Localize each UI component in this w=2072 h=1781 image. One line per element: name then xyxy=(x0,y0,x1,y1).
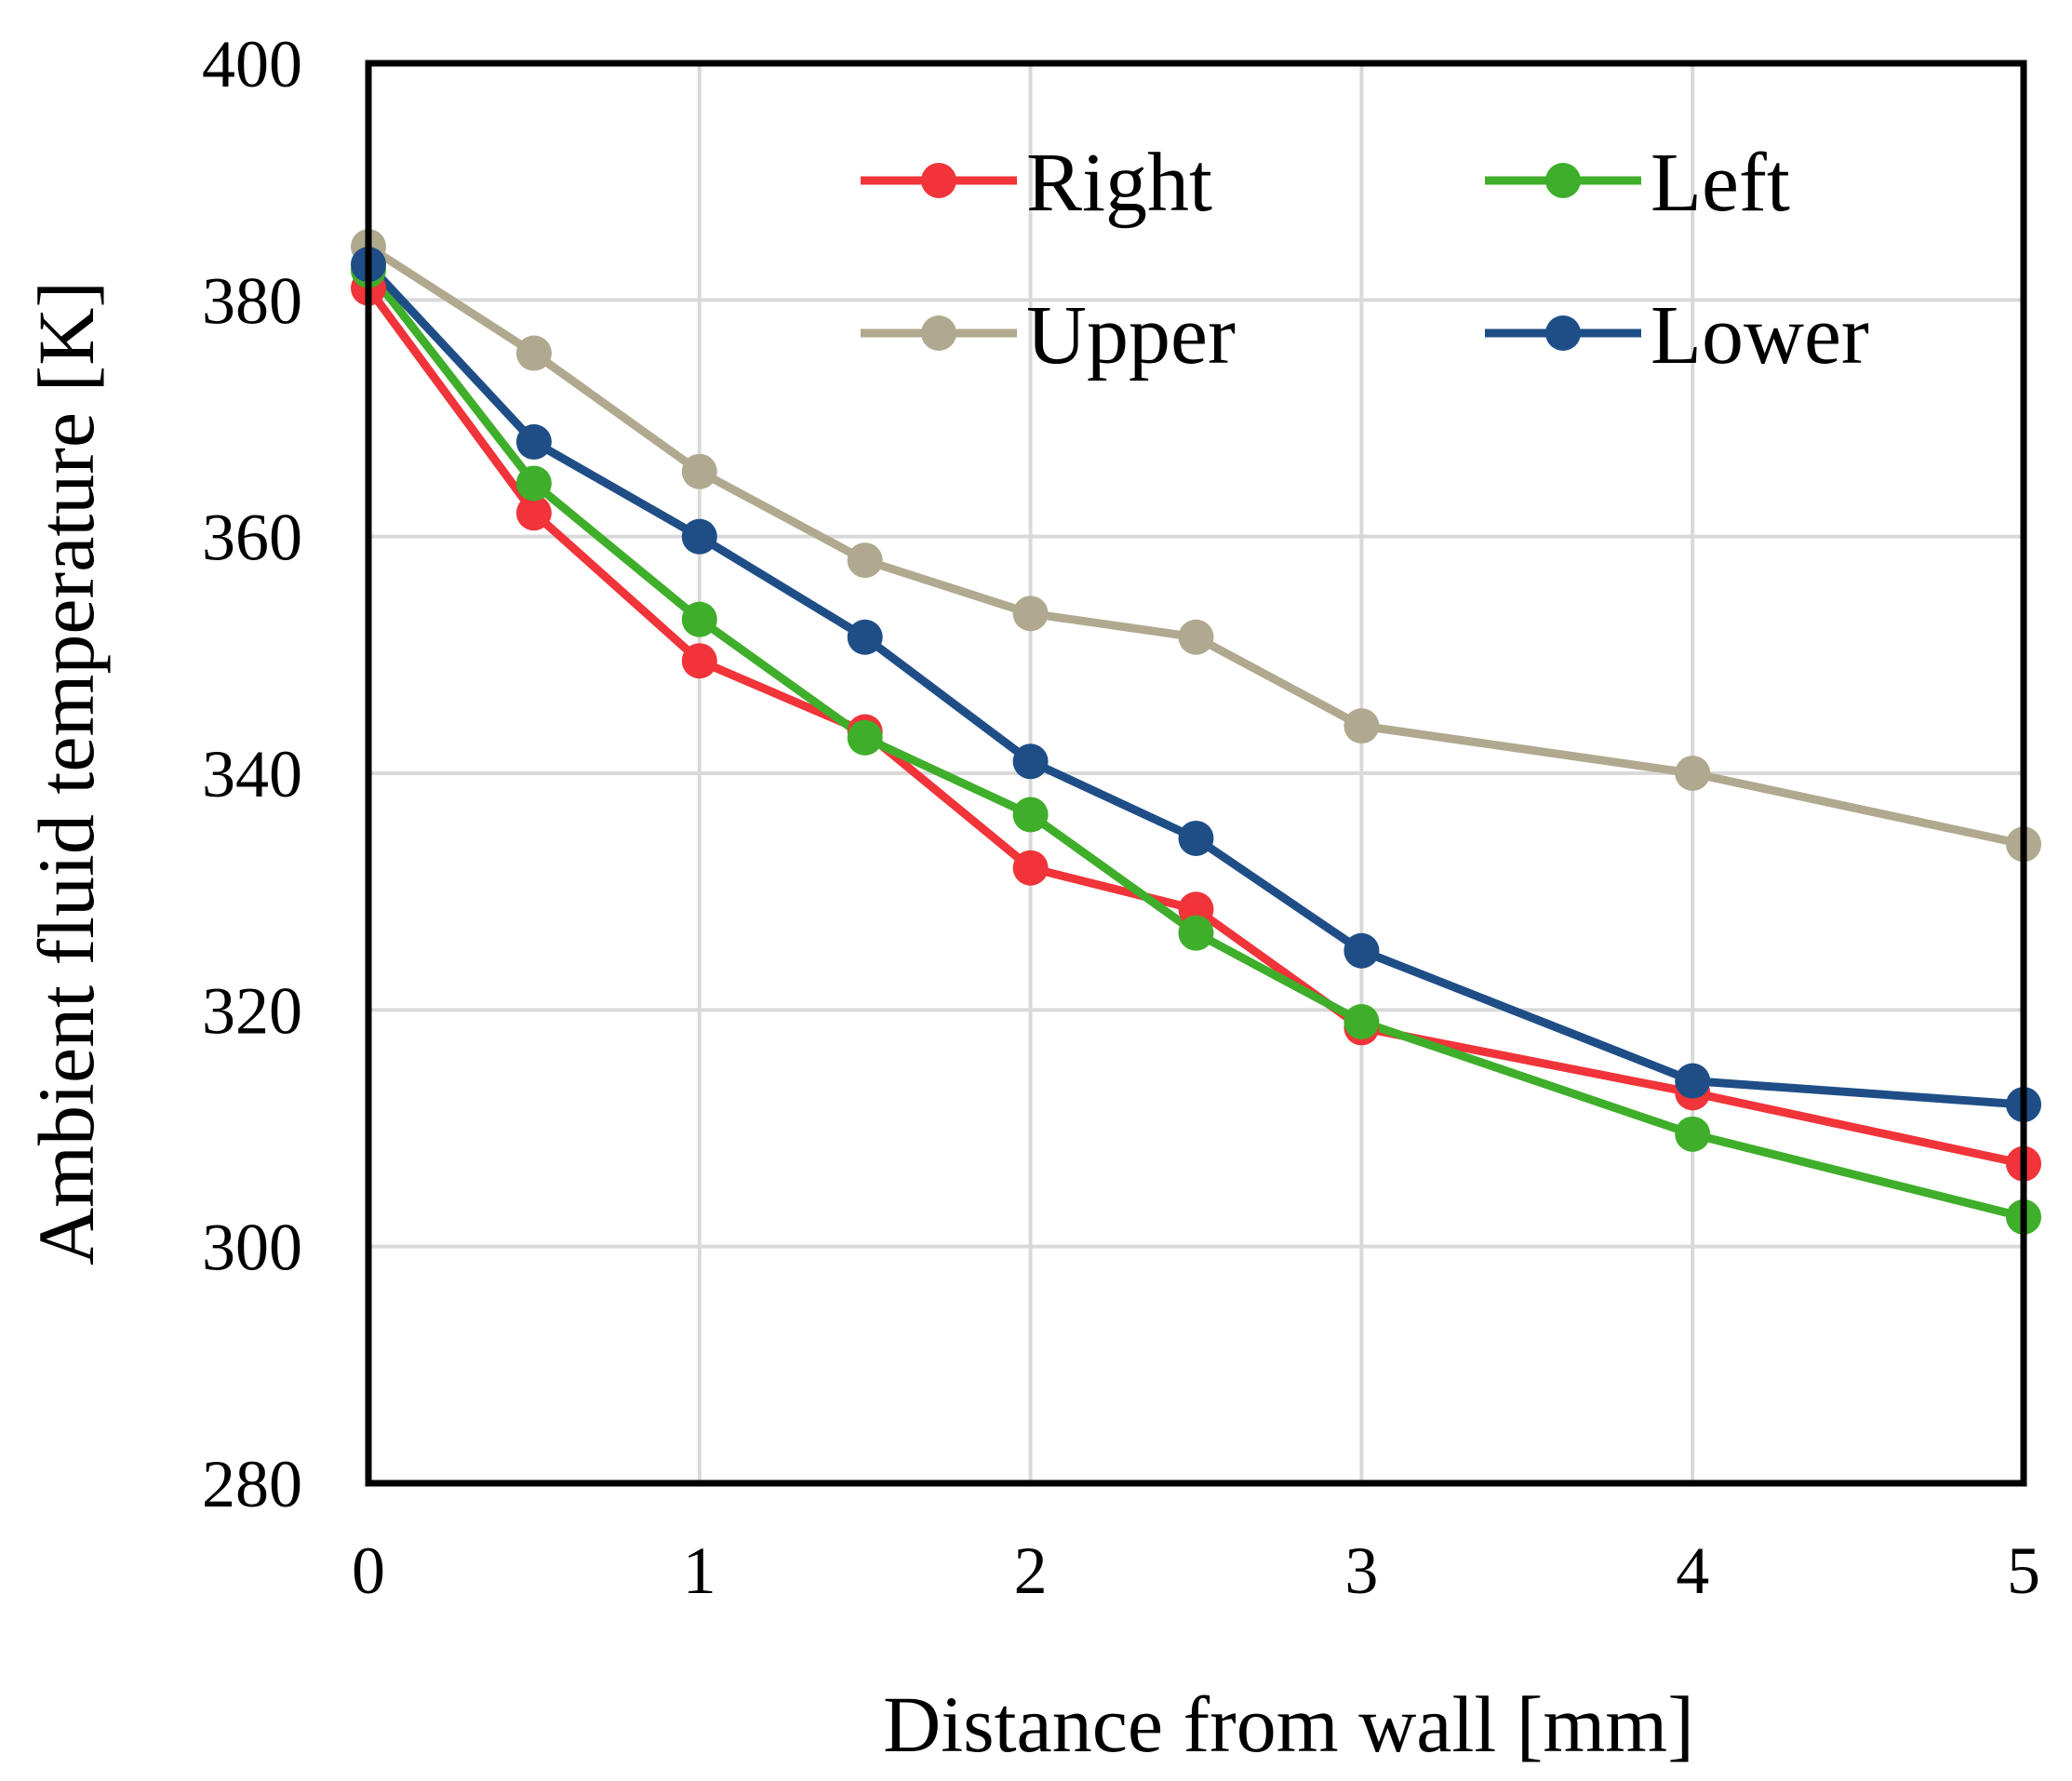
x-tick-label-5: 5 xyxy=(2007,1533,2040,1608)
point-lower-2.5 xyxy=(1178,820,1214,856)
point-lower-4 xyxy=(1675,1063,1711,1099)
point-upper-1.5 xyxy=(847,542,883,579)
point-left-2 xyxy=(1012,797,1049,833)
y-tick-label-360: 360 xyxy=(202,501,302,575)
x-tick-label-1: 1 xyxy=(683,1533,716,1608)
point-left-3 xyxy=(1343,1004,1380,1040)
point-lower-1.5 xyxy=(847,619,883,655)
legend-marker-upper xyxy=(921,315,956,351)
series-markers xyxy=(351,229,2041,1235)
point-right-1 xyxy=(681,643,717,679)
legend-marker-left xyxy=(1545,163,1581,198)
plot-frame xyxy=(365,60,2027,1487)
legend-label-left: Left xyxy=(1651,137,1790,229)
x-axis-ticks: 0 1 2 3 4 5 xyxy=(352,1533,2040,1608)
point-lower-2 xyxy=(1012,743,1049,780)
point-lower-3 xyxy=(1343,932,1380,969)
point-upper-2 xyxy=(1012,596,1049,632)
point-lower-0.5 xyxy=(515,423,552,460)
legend: Right Left Upper Lower xyxy=(861,137,1869,382)
y-tick-label-280: 280 xyxy=(202,1447,302,1521)
point-left-1 xyxy=(681,601,717,637)
point-upper-0.5 xyxy=(515,335,552,371)
point-upper-2.5 xyxy=(1178,619,1214,655)
x-tick-label-4: 4 xyxy=(1676,1533,1709,1608)
x-tick-label-3: 3 xyxy=(1344,1533,1378,1608)
legend-label-lower: Lower xyxy=(1651,289,1869,382)
y-tick-label-320: 320 xyxy=(202,973,302,1048)
y-tick-label-400: 400 xyxy=(202,27,302,101)
y-tick-label-300: 300 xyxy=(202,1211,302,1285)
point-upper-1 xyxy=(681,453,717,489)
x-axis-title: Distance from wall [mm] xyxy=(883,1680,1694,1769)
legend-marker-lower xyxy=(1545,315,1581,351)
y-axis-title: Ambient fluid temperature [K] xyxy=(21,281,111,1265)
point-upper-4 xyxy=(1675,756,1711,791)
point-right-2 xyxy=(1012,850,1049,886)
legend-label-right: Right xyxy=(1026,137,1212,229)
point-lower-1 xyxy=(681,518,717,555)
point-left-2.5 xyxy=(1178,915,1214,951)
y-tick-label-380: 380 xyxy=(202,263,302,338)
y-axis-ticks: 280 300 320 340 360 380 400 xyxy=(202,27,302,1521)
point-left-0.5 xyxy=(515,465,552,502)
x-tick-label-2: 2 xyxy=(1014,1533,1048,1608)
point-left-4 xyxy=(1675,1116,1711,1152)
legend-marker-right xyxy=(921,163,956,198)
legend-label-upper: Upper xyxy=(1026,289,1236,382)
point-right-0.5 xyxy=(515,495,552,531)
point-left-1.5 xyxy=(847,719,883,756)
y-tick-label-340: 340 xyxy=(202,737,302,811)
x-tick-label-0: 0 xyxy=(352,1533,385,1608)
point-upper-3 xyxy=(1343,708,1380,744)
